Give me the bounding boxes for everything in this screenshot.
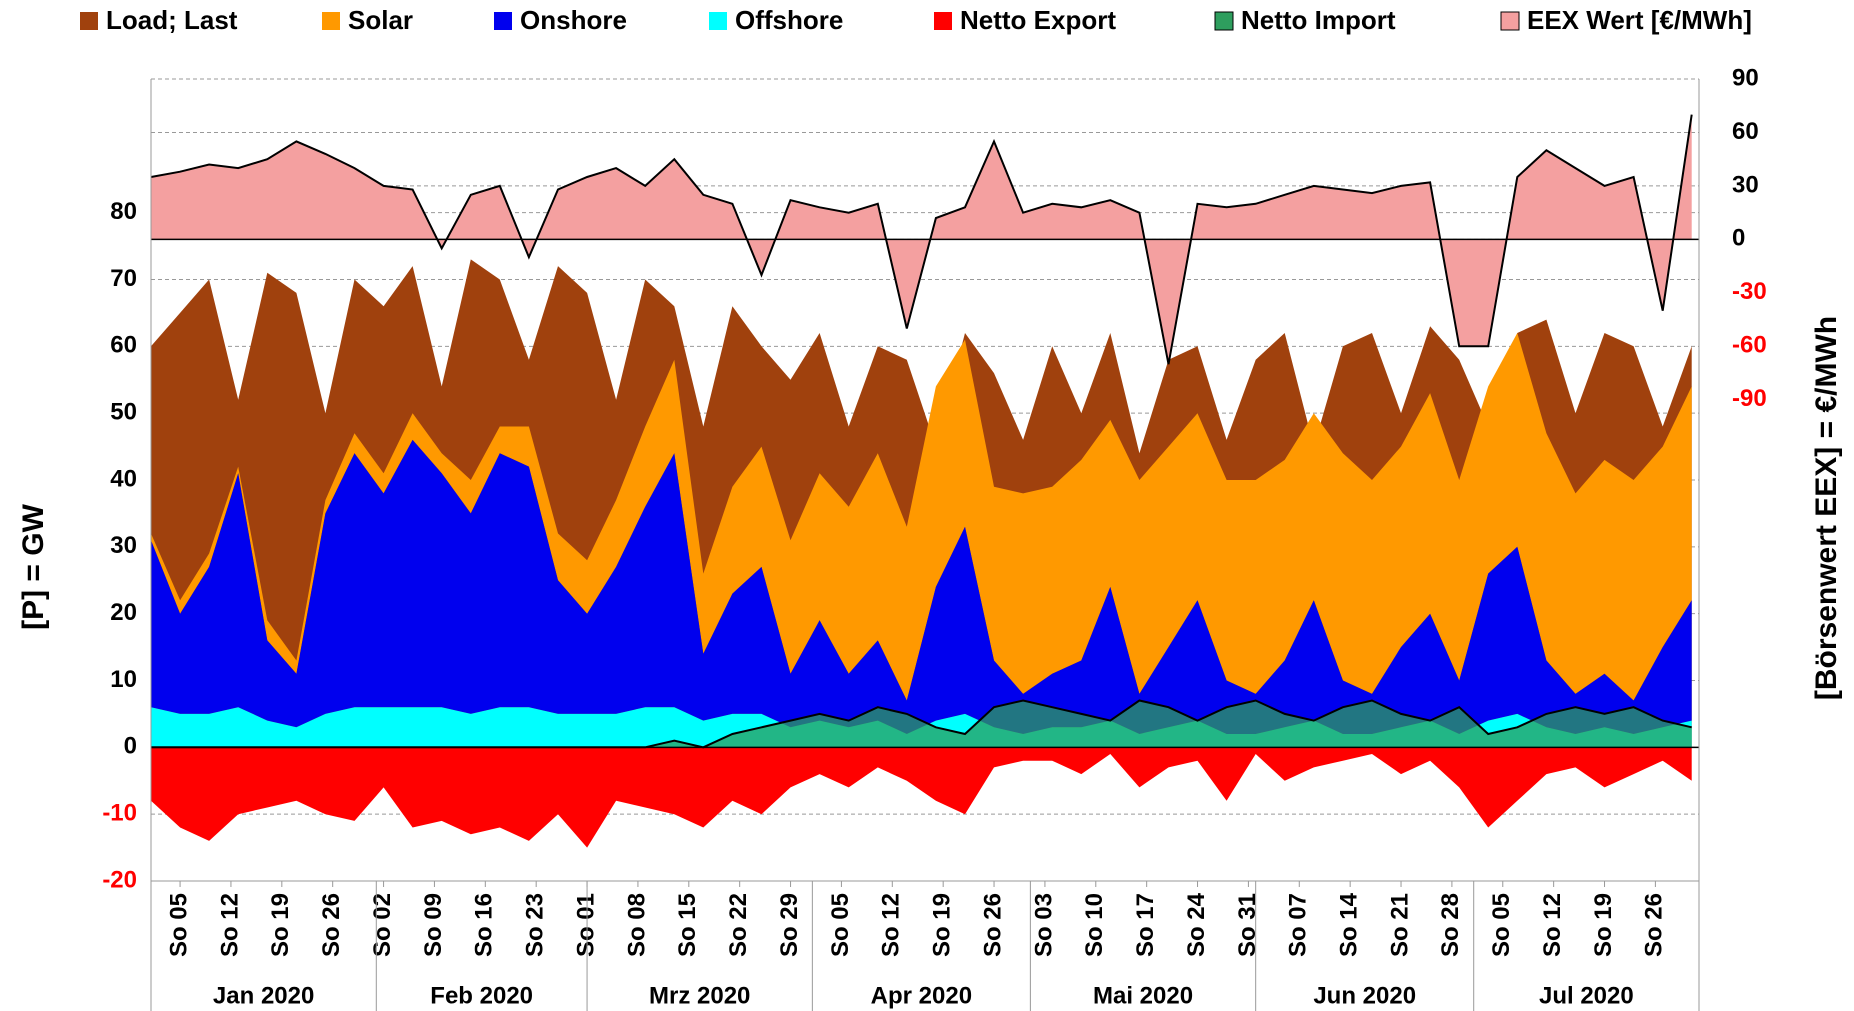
legend-swatch: [494, 12, 512, 30]
y2-tick-label: 30: [1732, 171, 1759, 198]
y-tick-label: 80: [110, 198, 137, 225]
y-tick-label: 20: [110, 599, 137, 626]
legend-swatch: [709, 12, 727, 30]
x-tick-label: So 05: [1488, 893, 1515, 957]
y-tick-label: -20: [102, 866, 137, 893]
x-tick-label: So 10: [1081, 893, 1108, 957]
x-tick-label: So 05: [827, 893, 854, 957]
legend-swatch: [80, 12, 98, 30]
x-tick-label: So 17: [1132, 893, 1159, 957]
y-tick-label: 70: [110, 265, 137, 292]
x-tick-label: So 23: [522, 893, 549, 957]
x-tick-label: So 01: [572, 893, 599, 957]
x-tick-label: So 26: [1641, 893, 1668, 957]
x-tick-label: So 15: [674, 893, 701, 957]
y-tick-label: 50: [110, 399, 137, 426]
month-label: Jan 2020: [213, 982, 314, 1009]
x-tick-label: So 07: [1285, 893, 1312, 957]
y2-tick-label: -90: [1732, 385, 1767, 412]
x-tick-label: So 12: [216, 893, 243, 957]
y-tick-label: 0: [124, 733, 137, 760]
legend-label: Load; Last: [106, 5, 238, 35]
x-tick-label: So 26: [318, 893, 345, 957]
month-label: Apr 2020: [871, 982, 972, 1009]
y2-tick-label: 60: [1732, 118, 1759, 145]
y-tick-label: 40: [110, 465, 137, 492]
y2-tick-label: -60: [1732, 332, 1767, 359]
y2-axis-title: [Börsenwert EEX] = €/MWh: [1810, 316, 1843, 700]
series-area: [151, 333, 1692, 701]
x-tick-label: So 12: [878, 893, 905, 957]
legend-label: Offshore: [735, 5, 843, 35]
x-tick-label: So 19: [267, 893, 294, 957]
month-label: Mrz 2020: [649, 982, 750, 1009]
y2-tick-label: 90: [1732, 64, 1759, 91]
x-tick-label: So 08: [623, 893, 650, 957]
x-tick-label: So 02: [369, 893, 396, 957]
x-tick-label: So 31: [1234, 893, 1261, 957]
legend-swatch: [1214, 11, 1234, 31]
legend-label: Netto Export: [960, 5, 1116, 35]
y-axis-title: [P] = GW: [17, 503, 50, 630]
legend-swatch: [934, 12, 952, 30]
x-tick-label: So 09: [420, 893, 447, 957]
month-label: Feb 2020: [430, 982, 533, 1009]
legend-label: Solar: [348, 5, 413, 35]
x-tick-label: So 28: [1437, 893, 1464, 957]
x-tick-label: So 12: [1539, 893, 1566, 957]
x-tick-label: So 16: [471, 893, 498, 957]
x-tick-label: So 22: [725, 893, 752, 957]
x-tick-label: So 14: [1335, 892, 1362, 957]
y2-tick-label: 0: [1732, 225, 1745, 252]
y-tick-label: 10: [110, 666, 137, 693]
x-tick-label: So 05: [165, 893, 192, 957]
legend-swatch: [322, 12, 340, 30]
month-label: Jun 2020: [1313, 982, 1416, 1009]
x-tick-label: So 21: [1386, 893, 1413, 957]
legend-label: Netto Import: [1241, 5, 1396, 35]
x-tick-label: So 26: [979, 893, 1006, 957]
x-tick-label: So 19: [1590, 893, 1617, 957]
legend-label: Onshore: [520, 5, 627, 35]
x-tick-label: So 24: [1183, 892, 1210, 957]
month-label: Jul 2020: [1539, 982, 1634, 1009]
y-tick-label: -10: [102, 800, 137, 827]
x-tick-label: So 19: [929, 893, 956, 957]
plot-area: [150, 114, 1699, 848]
y2-tick-label: -30: [1732, 278, 1767, 305]
series-area: [151, 439, 1692, 734]
y-tick-label: 60: [110, 332, 137, 359]
x-tick-label: So 03: [1030, 893, 1057, 957]
series-line: [150, 114, 1693, 365]
y-tick-label: 30: [110, 532, 137, 559]
month-label: Mai 2020: [1093, 982, 1193, 1009]
series-area: [151, 700, 1692, 748]
legend-swatch: [1500, 11, 1520, 31]
series-area: [151, 747, 1692, 848]
x-tick-label: So 29: [776, 893, 803, 957]
legend-label: EEX Wert [€/MWh]: [1527, 5, 1752, 35]
